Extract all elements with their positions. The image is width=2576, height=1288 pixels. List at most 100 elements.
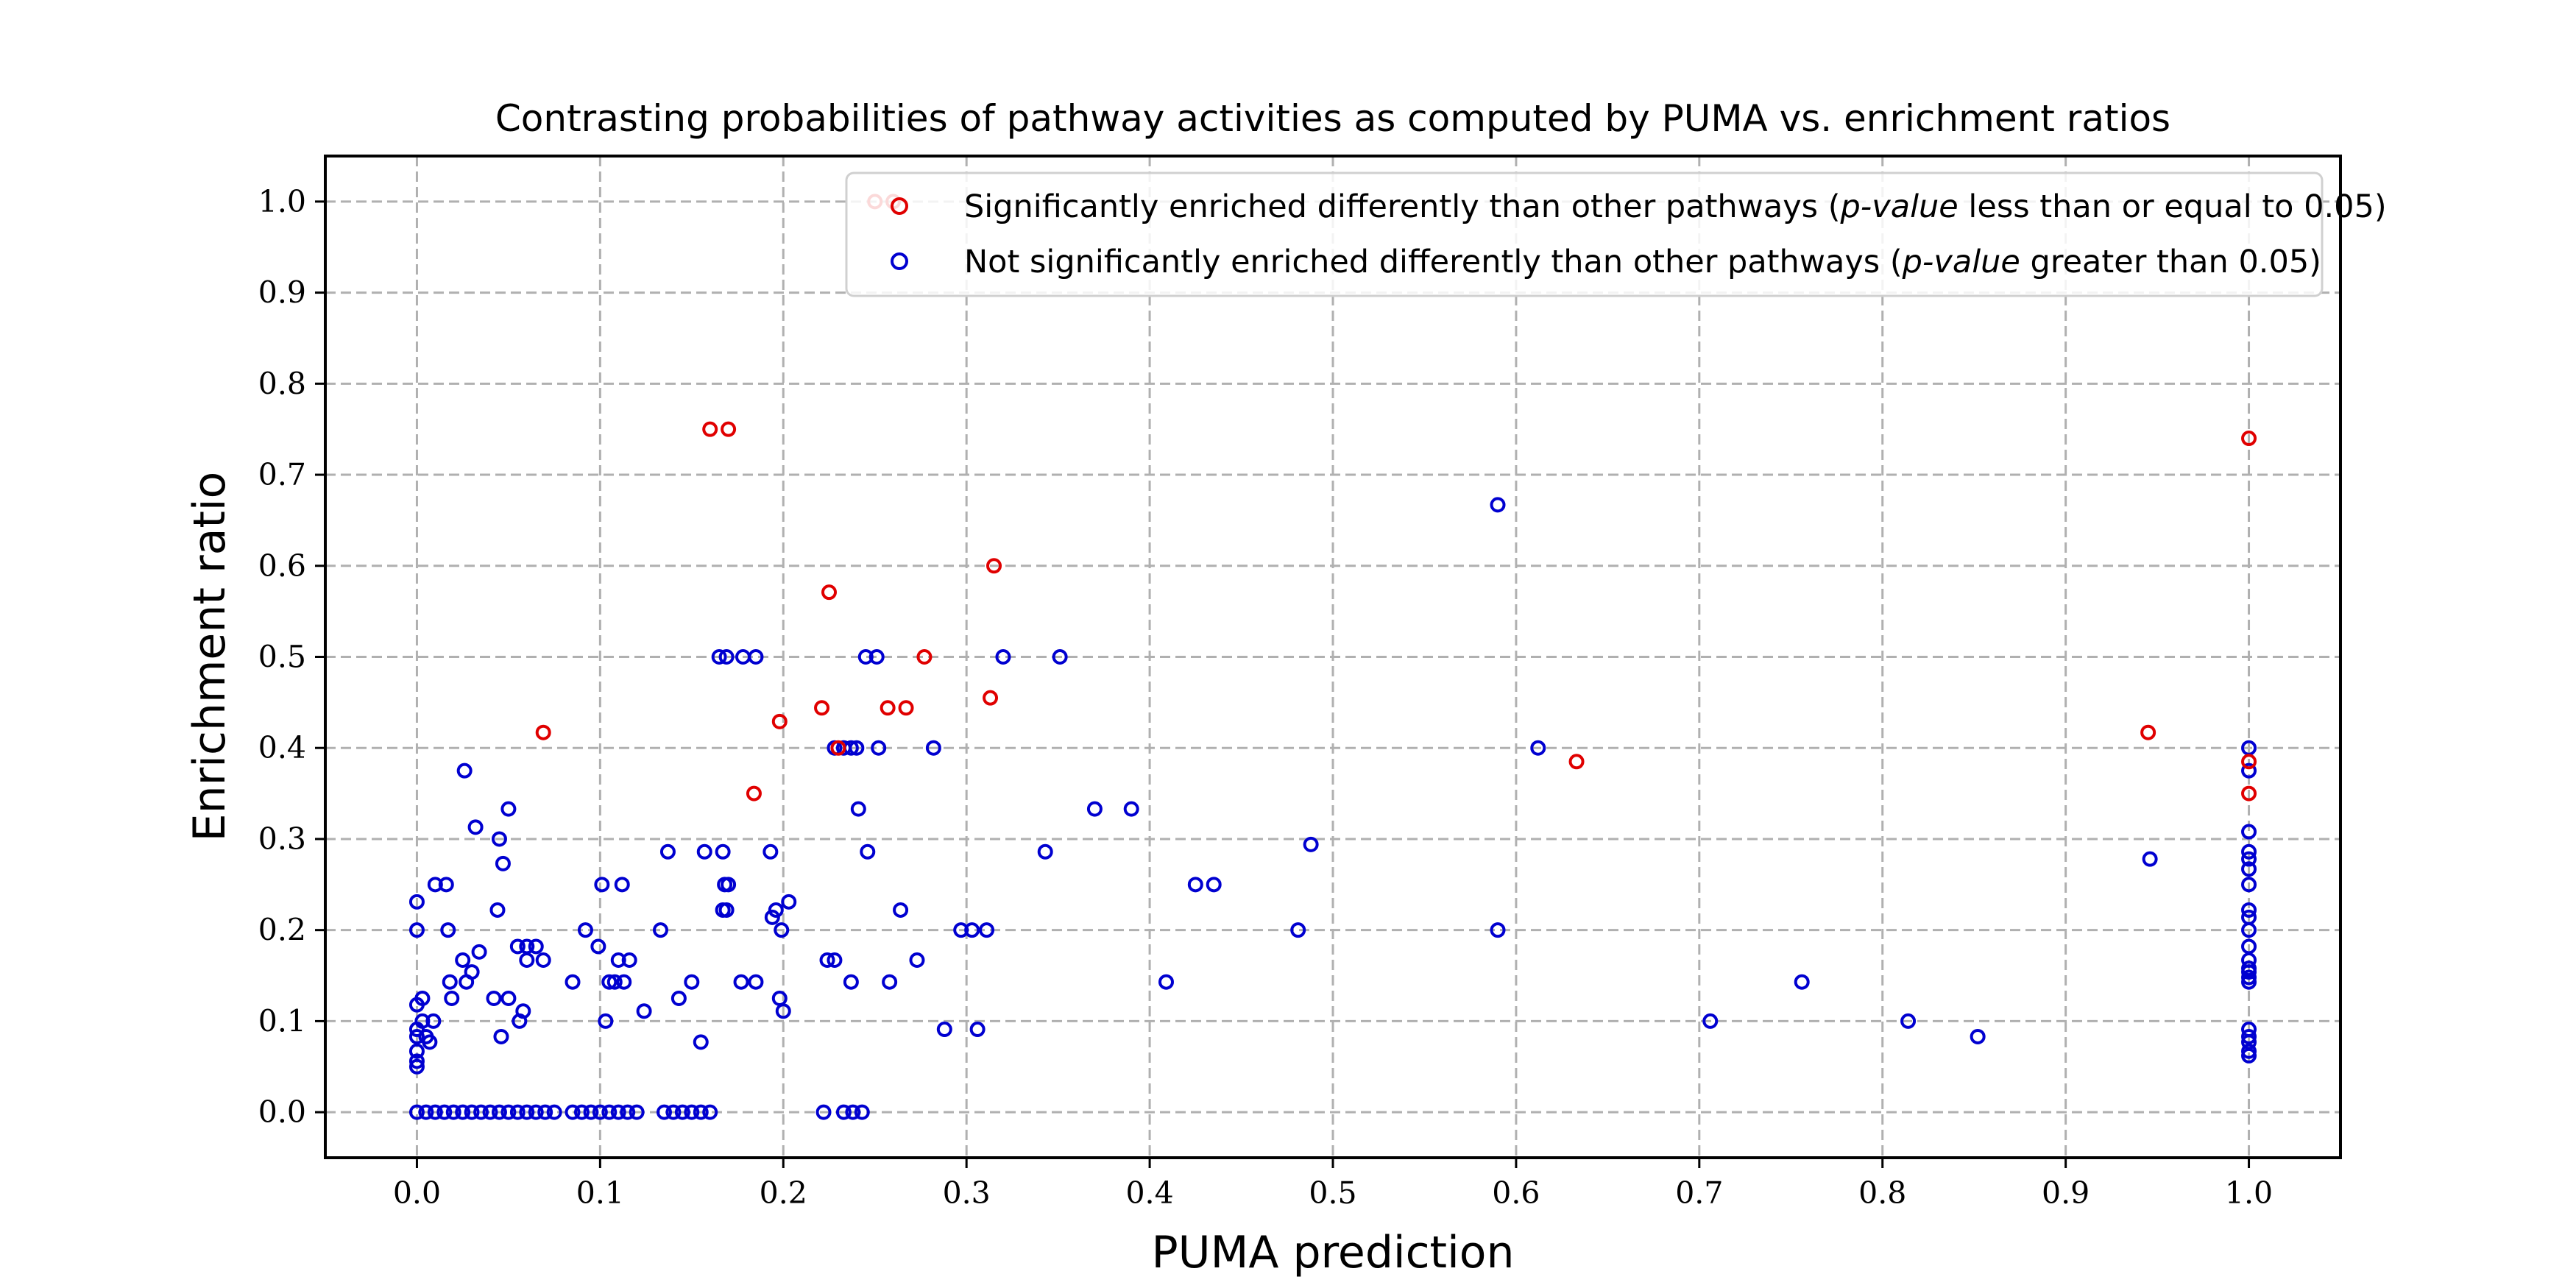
x-tick-label: 0.0 bbox=[393, 1175, 441, 1211]
data-point bbox=[2241, 431, 2257, 447]
data-point bbox=[495, 855, 511, 871]
data-point bbox=[684, 1104, 700, 1120]
legend-marker-not-significant bbox=[891, 252, 908, 270]
data-point bbox=[1490, 497, 1506, 513]
data-point bbox=[500, 801, 517, 817]
data-point bbox=[983, 690, 999, 706]
data-point bbox=[491, 831, 507, 847]
data-point bbox=[500, 1104, 517, 1120]
data-point bbox=[821, 584, 837, 601]
data-point bbox=[964, 922, 980, 938]
data-point bbox=[436, 1104, 453, 1120]
data-point bbox=[1158, 974, 1174, 990]
data-point bbox=[577, 922, 593, 938]
data-point bbox=[2241, 964, 2257, 980]
data-point bbox=[427, 877, 443, 893]
data-point bbox=[2241, 1028, 2257, 1044]
data-point bbox=[590, 938, 606, 955]
y-tick-label: 0.6 bbox=[258, 548, 306, 584]
data-point bbox=[2241, 762, 2257, 779]
data-points bbox=[408, 194, 2257, 1120]
data-point bbox=[610, 952, 626, 969]
data-point bbox=[535, 952, 551, 969]
data-point bbox=[715, 843, 731, 860]
y-tick-label: 0.5 bbox=[258, 640, 306, 675]
data-point bbox=[718, 902, 735, 918]
y-tick-label: 0.2 bbox=[258, 913, 306, 948]
y-tick-label: 0.0 bbox=[258, 1094, 306, 1130]
data-point bbox=[456, 762, 473, 779]
data-point bbox=[486, 990, 502, 1006]
data-point bbox=[440, 922, 456, 938]
data-point bbox=[1052, 649, 1068, 665]
data-point bbox=[1794, 974, 1810, 990]
data-point bbox=[489, 902, 506, 918]
data-point bbox=[519, 952, 535, 969]
data-point bbox=[614, 877, 630, 893]
data-point bbox=[444, 990, 460, 1006]
data-point bbox=[1490, 922, 1506, 938]
data-point bbox=[986, 558, 1002, 574]
data-point bbox=[721, 877, 737, 893]
grid bbox=[325, 156, 2340, 1158]
data-point bbox=[473, 1104, 489, 1120]
data-point bbox=[711, 649, 727, 665]
legend-box bbox=[845, 171, 2324, 297]
x-axis-ticks: 0.0 0.1 0.2 0.3 0.4 0.5 0.6 0.7 0.8 0.9 1.0 bbox=[393, 1158, 2273, 1211]
data-point bbox=[1086, 801, 1103, 817]
x-tick-label: 0.2 bbox=[760, 1175, 807, 1211]
data-point bbox=[893, 902, 909, 918]
data-point bbox=[775, 1003, 791, 1019]
data-point bbox=[537, 1104, 553, 1120]
legend: Significantly enriched differently than … bbox=[845, 171, 2387, 297]
data-point bbox=[2241, 974, 2257, 990]
y-tick-label: 1.0 bbox=[258, 184, 306, 219]
data-point bbox=[1900, 1013, 1917, 1029]
data-point bbox=[455, 952, 471, 969]
data-point bbox=[2241, 754, 2257, 770]
data-point bbox=[2140, 724, 2156, 740]
data-point bbox=[442, 974, 458, 990]
data-point bbox=[500, 990, 517, 1006]
data-point bbox=[845, 1104, 861, 1120]
y-axis-label: Enrichment ratio bbox=[184, 472, 236, 842]
data-point bbox=[768, 902, 784, 918]
data-point bbox=[1568, 754, 1585, 770]
data-point bbox=[880, 700, 896, 716]
data-point bbox=[659, 843, 676, 860]
data-point bbox=[606, 974, 623, 990]
data-point bbox=[1970, 1028, 1986, 1044]
data-point bbox=[2241, 877, 2257, 893]
data-point bbox=[592, 1104, 608, 1120]
data-point bbox=[636, 1003, 652, 1019]
data-point bbox=[781, 894, 797, 910]
data-point bbox=[601, 1104, 618, 1120]
series-not-significant bbox=[408, 497, 2257, 1120]
data-point bbox=[748, 649, 764, 665]
data-point bbox=[814, 700, 830, 716]
data-point bbox=[665, 1104, 682, 1120]
data-point bbox=[601, 974, 618, 990]
data-point bbox=[909, 952, 925, 969]
data-point bbox=[670, 990, 687, 1006]
data-point bbox=[733, 974, 749, 990]
data-point bbox=[408, 1043, 425, 1059]
data-point bbox=[408, 1104, 425, 1120]
data-point bbox=[515, 1003, 531, 1019]
x-tick-label: 0.9 bbox=[2042, 1175, 2090, 1211]
data-point bbox=[414, 990, 431, 1006]
data-point bbox=[835, 1104, 852, 1120]
y-tick-label: 0.4 bbox=[258, 730, 306, 765]
data-point bbox=[464, 964, 480, 980]
data-point bbox=[620, 1104, 636, 1120]
data-point bbox=[414, 1013, 431, 1029]
data-point bbox=[774, 922, 790, 938]
data-point bbox=[621, 952, 637, 969]
data-point bbox=[2241, 969, 2257, 986]
data-point bbox=[1037, 843, 1053, 860]
x-tick-label: 0.3 bbox=[943, 1175, 991, 1211]
data-point bbox=[995, 649, 1011, 665]
x-tick-label: 0.5 bbox=[1309, 1175, 1356, 1211]
data-point bbox=[616, 974, 632, 990]
